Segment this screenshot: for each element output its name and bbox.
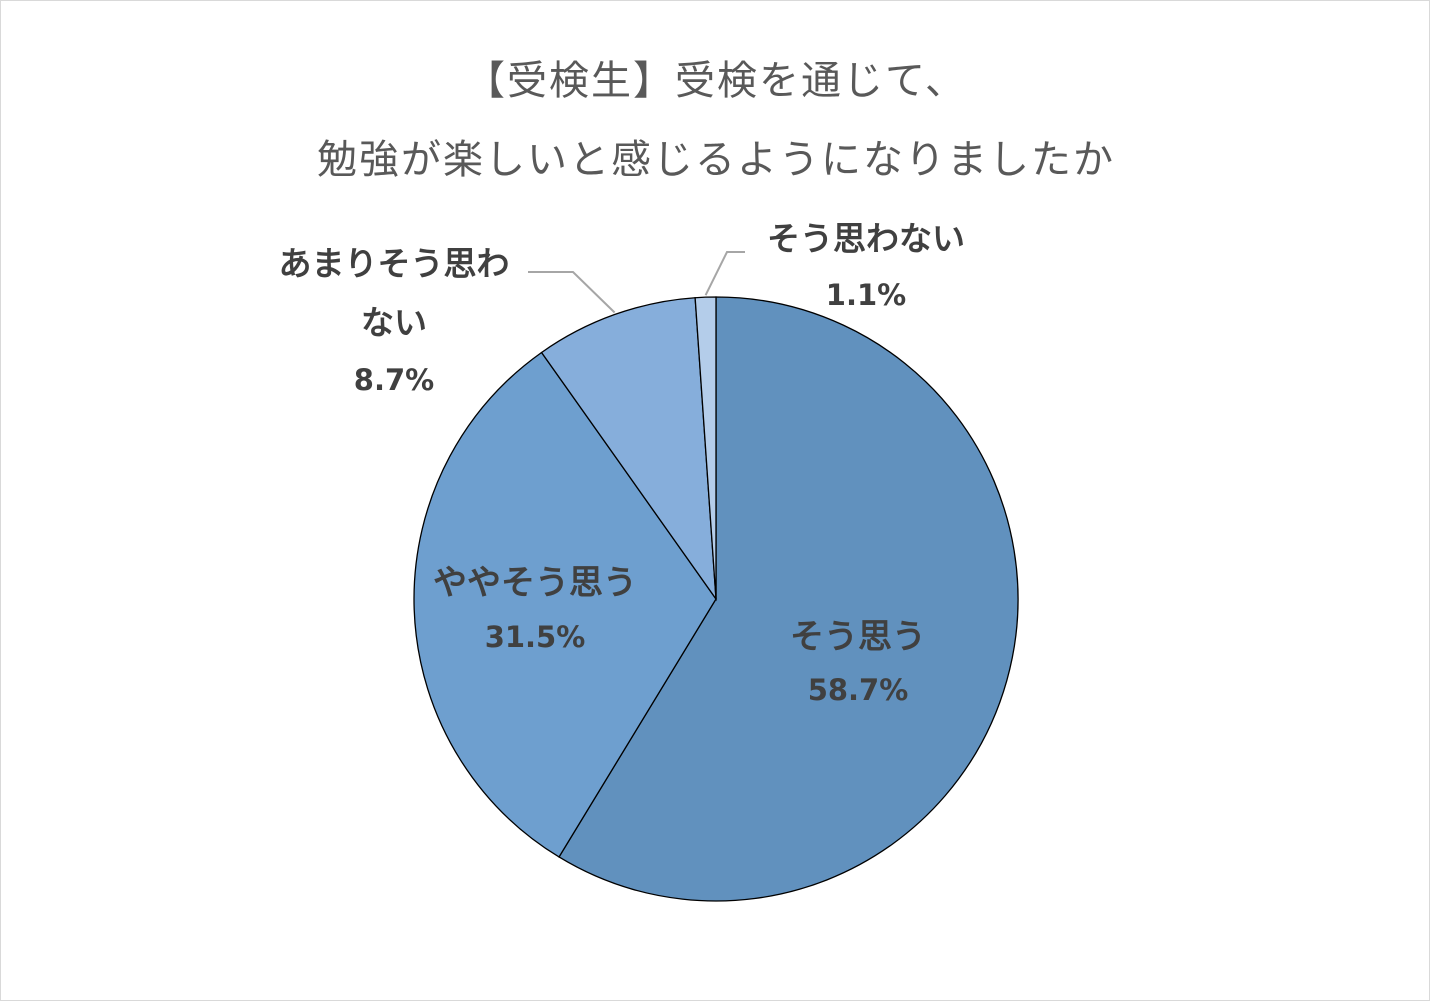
chart-title: 【受検生】受検を通じて、 — [465, 58, 967, 104]
data-label-category-3: そう思わない — [767, 219, 965, 258]
pie-slice-1 — [413, 351, 717, 858]
pie-slice-0 — [558, 296, 1019, 902]
data-label-value-3: 1.1% — [826, 278, 906, 312]
data-label-value-2: 8.7% — [354, 363, 434, 397]
data-label-category-2-line1: あまりそう思わ — [279, 244, 510, 283]
pie-slice-2 — [540, 297, 717, 602]
data-label-value-1: 31.5% — [485, 620, 586, 654]
data-label-value-0: 58.7% — [808, 673, 909, 707]
pie-slice-3 — [694, 296, 717, 600]
data-label-category-1: ややそう思う — [433, 563, 637, 603]
data-label-category-2-line2: ない — [361, 303, 427, 342]
data-label-category-0: そう思う — [790, 617, 926, 657]
leader-line-2 — [528, 271, 616, 314]
leader-line-3 — [704, 251, 745, 296]
chart-subtitle: 勉強が楽しいと感じるようになりましたか — [317, 137, 1115, 183]
